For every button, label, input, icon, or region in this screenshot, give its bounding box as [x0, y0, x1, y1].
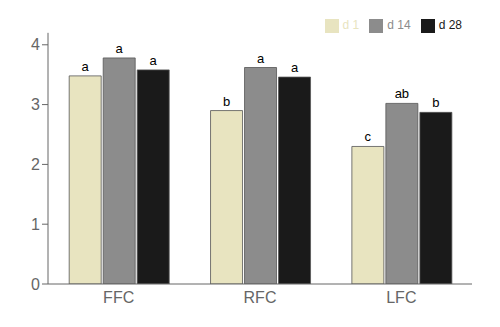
- html-text:d 28: d 28: [438, 18, 462, 32]
- svg-text:a: a: [150, 53, 158, 68]
- svg-text:a: a: [82, 59, 90, 74]
- svg-text:1: 1: [31, 216, 40, 233]
- svg-text:LFC: LFC: [386, 289, 416, 306]
- svg-text:FFC: FFC: [103, 289, 134, 306]
- svg-text:a: a: [116, 41, 124, 56]
- svg-text:a: a: [291, 60, 299, 75]
- svg-text:2: 2: [31, 156, 40, 173]
- html-text:d 14: d 14: [387, 18, 411, 32]
- svg-text:4: 4: [31, 36, 40, 53]
- svg-text:ab: ab: [395, 86, 409, 101]
- svg-text:RFC: RFC: [244, 289, 277, 306]
- svg-text:b: b: [432, 95, 439, 110]
- html-text:d 1: d 1: [342, 18, 360, 32]
- svg-text:a: a: [257, 51, 265, 66]
- svg-text:c: c: [365, 129, 372, 144]
- svg-text:3: 3: [31, 96, 40, 113]
- svg-text:b: b: [223, 94, 230, 109]
- svg-text:0: 0: [31, 276, 40, 293]
